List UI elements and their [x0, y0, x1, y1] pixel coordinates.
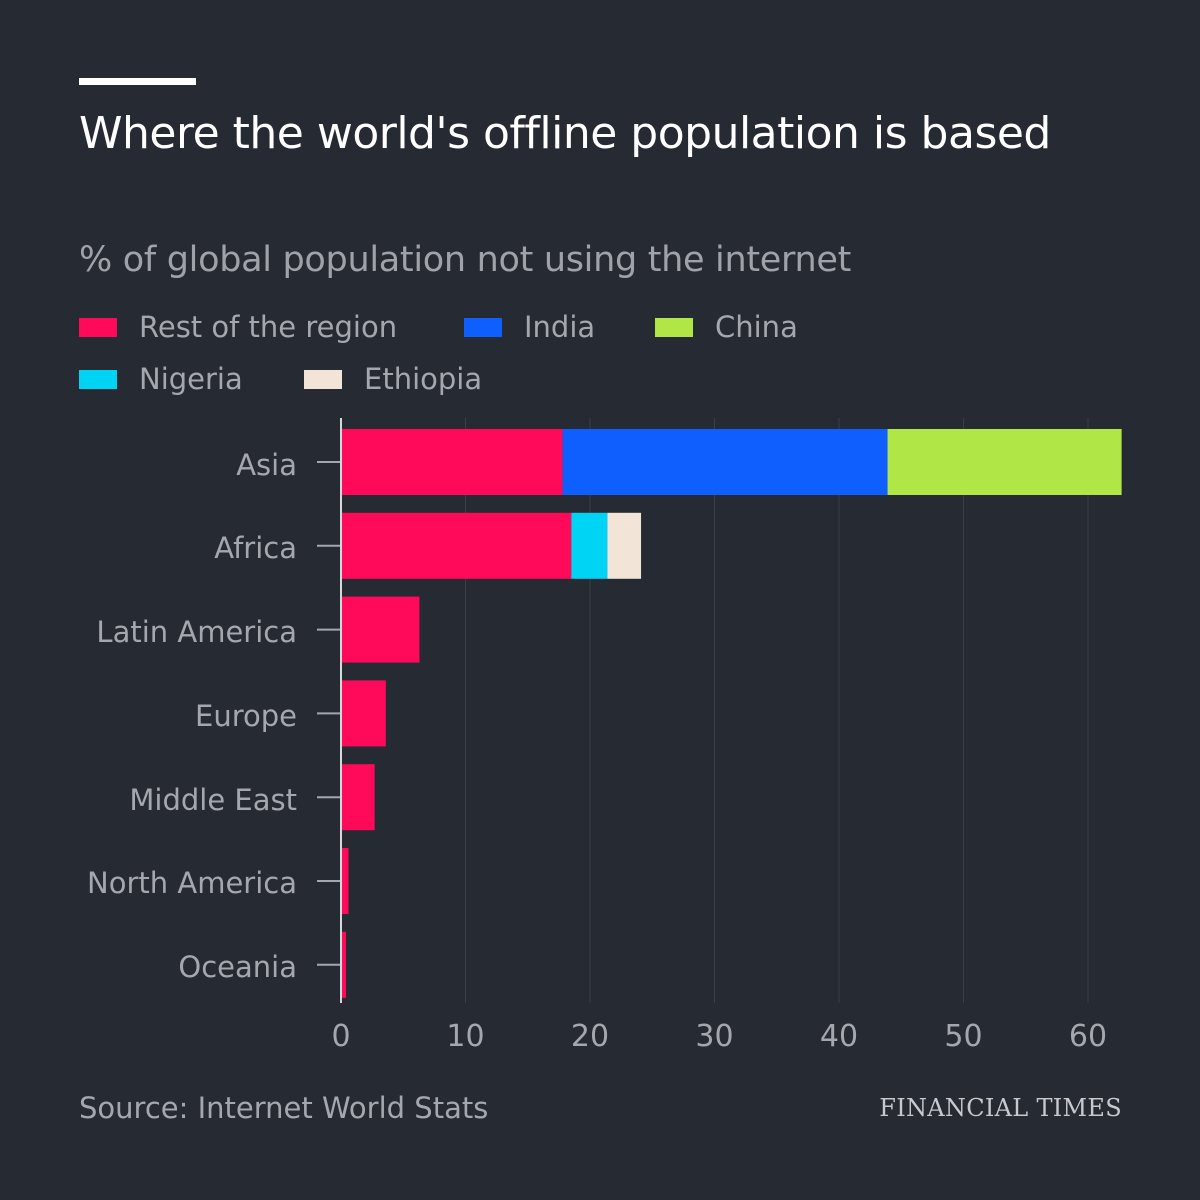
legend-item-nigeria: Nigeria	[79, 362, 243, 396]
source-note: Source: Internet World Stats	[79, 1091, 489, 1125]
bar-asia-india	[562, 429, 888, 495]
x-tick-label-40: 40	[820, 1019, 858, 1054]
legend-item-ethiopia: Ethiopia	[304, 362, 482, 396]
legend-item-rest-of-region: Rest of the region	[79, 310, 397, 344]
ft-brand-logo: FINANCIAL TIMES	[879, 1094, 1122, 1122]
category-label-oceania: Oceania	[178, 950, 297, 984]
legend-swatch-rest-of-region	[79, 317, 117, 337]
chart-subtitle: % of global population not using the int…	[79, 240, 852, 280]
legend-label-ethiopia: Ethiopia	[364, 362, 483, 396]
x-tick-label-0: 0	[331, 1019, 350, 1054]
legend-label-rest-of-region: Rest of the region	[139, 310, 398, 344]
category-label-europe: Europe	[195, 699, 297, 733]
x-tick-label-50: 50	[944, 1019, 982, 1054]
legend-swatch-ethiopia	[304, 369, 342, 389]
bar-north-america-rest-of-the-region	[341, 848, 349, 914]
bar-europe-rest-of-the-region	[341, 680, 386, 747]
legend-label-china: China	[715, 310, 798, 344]
bar-latin-america-rest-of-the-region	[341, 596, 420, 663]
bar-africa-rest-of-the-region	[341, 512, 572, 579]
x-tick-label-20: 20	[571, 1019, 609, 1054]
legend-swatch-china	[655, 317, 693, 337]
legend-swatch-india	[464, 317, 502, 337]
legend-label-india: India	[524, 310, 596, 344]
x-tick-label-10: 10	[446, 1019, 484, 1054]
category-label-middle-east: Middle East	[129, 783, 297, 817]
legend-item-china: China	[655, 310, 798, 344]
bar-africa-ethiopia	[607, 512, 642, 579]
legend-label-nigeria: Nigeria	[139, 362, 243, 396]
category-label-africa: Africa	[214, 531, 297, 565]
header-rule	[79, 78, 196, 85]
x-tick-label-60: 60	[1069, 1019, 1107, 1054]
bar-africa-nigeria	[571, 512, 608, 579]
x-tick-label-30: 30	[695, 1019, 733, 1054]
category-label-latin-america: Latin America	[96, 615, 297, 649]
category-label-asia: Asia	[236, 448, 297, 482]
legend-swatch-nigeria	[79, 369, 117, 389]
bar-asia-china	[887, 429, 1122, 495]
bar-middle-east-rest-of-the-region	[341, 764, 375, 831]
legend-item-india: India	[464, 310, 595, 344]
category-label-north-america: North America	[87, 866, 297, 900]
bar-oceania-rest-of-the-region	[341, 931, 346, 998]
bar-asia-rest-of-the-region	[341, 429, 563, 495]
chart-title: Where the world's offline population is …	[79, 108, 1051, 159]
